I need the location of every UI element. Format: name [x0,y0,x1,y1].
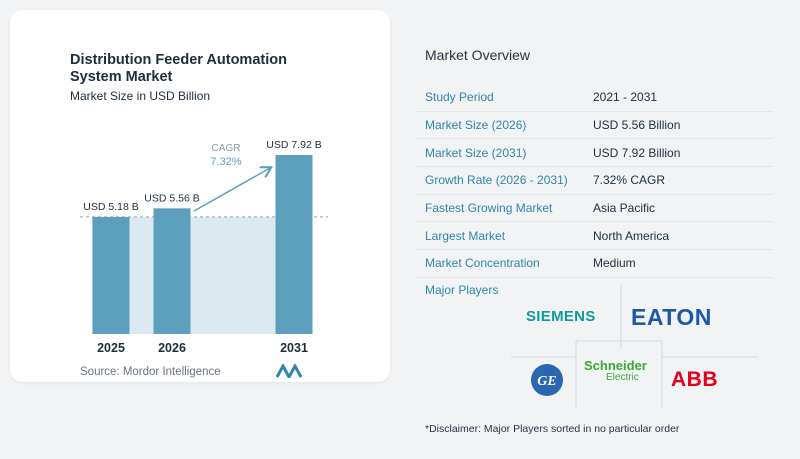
data-label: USD 7.92 B [266,139,321,151]
eaton-logo: EATON [631,304,712,330]
overview-row: Market Size (2026) USD 5.56 Billion [416,111,773,140]
abb-logo: ABB [671,368,718,391]
overview-row: Market Concentration Medium [416,249,773,278]
bar [153,208,191,334]
cagr-value: 7.32% [210,156,241,168]
bar [275,155,313,334]
overview-value: North America [593,221,773,251]
chart-subtitle: Market Size in USD Billion [70,89,211,103]
schneider-logo-name: Schneider [584,358,647,373]
players-grid-lines [511,285,758,407]
overview-title: Market Overview [425,47,531,63]
data-label: USD 5.56 B [144,192,199,204]
cagr-arrow [193,168,270,212]
ge-logo-icon: GE [531,364,563,396]
x-tick-label: 2031 [280,341,308,355]
x-tick-label: 2025 [97,341,125,355]
overview-key: Fastest Growing Market [416,194,593,223]
overview-key: Market Size (2026) [416,111,593,140]
ge-logo-text: GE [537,374,556,389]
bar [92,216,130,334]
schneider-logo-sub: Electric [606,372,639,383]
overview-row: Fastest Growing Market Asia Pacific [416,194,773,223]
overview-key: Growth Rate (2026 - 2031) [416,166,593,195]
chart-title: Distribution Feeder Automation System Ma… [70,52,287,85]
overview-value: 2021 - 2031 [593,84,773,112]
overview-value: Medium [593,249,773,278]
overview-value: 7.32% CAGR [593,166,773,195]
overview-key: Market Size (2031) [416,138,593,168]
overview-row: Growth Rate (2026 - 2031) 7.32% CAGR [416,166,773,195]
disclaimer: *Disclaimer: Major Players sorted in no … [425,423,680,435]
overview-key: Market Concentration [416,249,593,278]
overview-value: Asia Pacific [593,194,773,223]
overview-key: Largest Market [416,221,593,251]
x-tick-label: 2026 [158,341,186,355]
overview-row: Largest Market North America [416,221,773,251]
overview-value: USD 7.92 Billion [593,138,773,168]
source-note: Source: Mordor Intelligence [80,366,221,378]
overview-value: USD 5.56 Billion [593,111,773,140]
overview-row: Market Size (2031) USD 7.92 Billion [416,138,773,168]
data-label: USD 5.18 B [83,201,138,213]
overview-row: Study Period 2021 - 2031 [416,84,773,112]
mordor-logo-icon [276,364,302,378]
siemens-logo: SIEMENS [526,308,596,325]
cagr-label: CAGR [212,143,241,154]
major-players-label: Major Players [425,283,499,297]
schneider-logo: Schneider Electric [584,358,647,383]
overview-key: Study Period [416,84,593,112]
overview-table: Study Period 2021 - 2031 Market Size (2026… [416,84,773,278]
bar-chart: USD 5.18 B 2025 USD 5.56 B 2026 USD 7.92 B 20… [80,139,328,355]
